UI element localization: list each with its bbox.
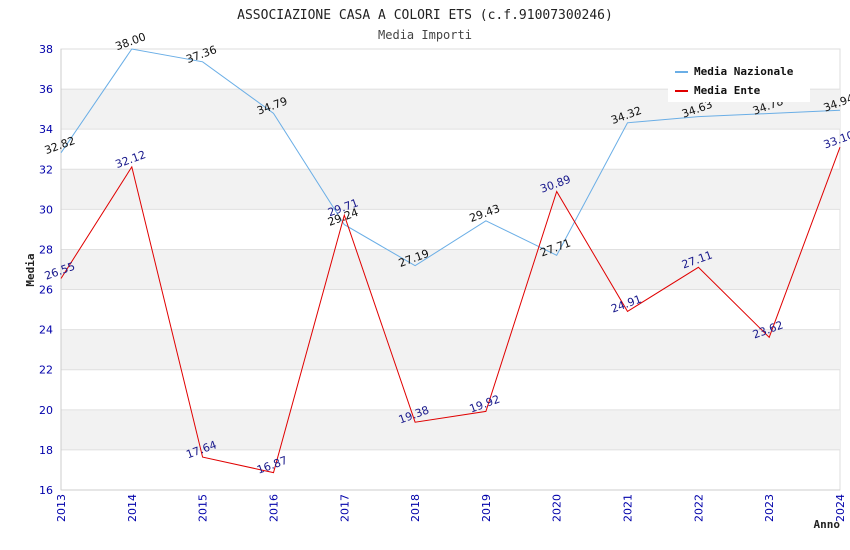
- legend-entry: Media Ente: [694, 84, 761, 97]
- grid-band: [61, 329, 840, 370]
- series-line-0: [60, 48, 841, 267]
- y-tick-label: 26: [39, 284, 53, 297]
- y-tick-label: 28: [39, 243, 53, 256]
- chart-title: ASSOCIAZIONE CASA A COLORI ETS (c.f.9100…: [237, 8, 613, 23]
- x-tick-label: 2022: [692, 494, 705, 522]
- legend-entry: Media Nazionale: [694, 65, 794, 78]
- y-tick-label: 24: [39, 324, 53, 337]
- series-line-1: [60, 147, 841, 474]
- y-tick-label: 18: [39, 444, 53, 457]
- grid-band: [61, 409, 840, 450]
- legend-background: [668, 60, 810, 102]
- x-tick-label: 2024: [834, 494, 847, 522]
- y-tick-label: 32: [39, 163, 53, 176]
- grid-band: [61, 249, 840, 290]
- y-tick-label: 34: [39, 123, 53, 136]
- x-tick-label: 2019: [480, 494, 493, 522]
- x-tick-label: 2016: [267, 494, 280, 522]
- x-tick-label: 2021: [622, 494, 635, 522]
- x-tick-label: 2013: [55, 494, 68, 522]
- series-lines: [60, 48, 841, 474]
- y-tick-label: 36: [39, 83, 53, 96]
- x-tick-label: 2018: [409, 494, 422, 522]
- x-tick-label: 2014: [126, 494, 139, 522]
- x-tick-label: 2015: [197, 494, 210, 522]
- x-tick-label: 2023: [763, 494, 776, 522]
- grid-bands: [60, 48, 841, 491]
- legend: Media Nazionale Media Ente: [668, 60, 810, 102]
- y-axis-label: Media: [24, 253, 37, 286]
- x-tick-label: 2020: [551, 494, 564, 522]
- y-tick-label: 16: [39, 484, 53, 497]
- x-axis-label: Anno: [814, 518, 841, 531]
- y-tick-label: 20: [39, 404, 53, 417]
- y-tick-label: 22: [39, 364, 53, 377]
- y-tick-label: 38: [39, 43, 53, 56]
- x-tick-label: 2017: [338, 494, 351, 522]
- y-tick-label: 30: [39, 203, 53, 216]
- grid-band: [61, 169, 840, 210]
- x-axis-ticks: 2013 2014 2015 2016 2017 2018 2019 2020 2021 2022…: [55, 494, 847, 522]
- chart-subtitle: Media Importi: [378, 28, 472, 42]
- y-axis-ticks: 16 18 20 22 24 26 28 30 32 34 36 38: [39, 43, 53, 497]
